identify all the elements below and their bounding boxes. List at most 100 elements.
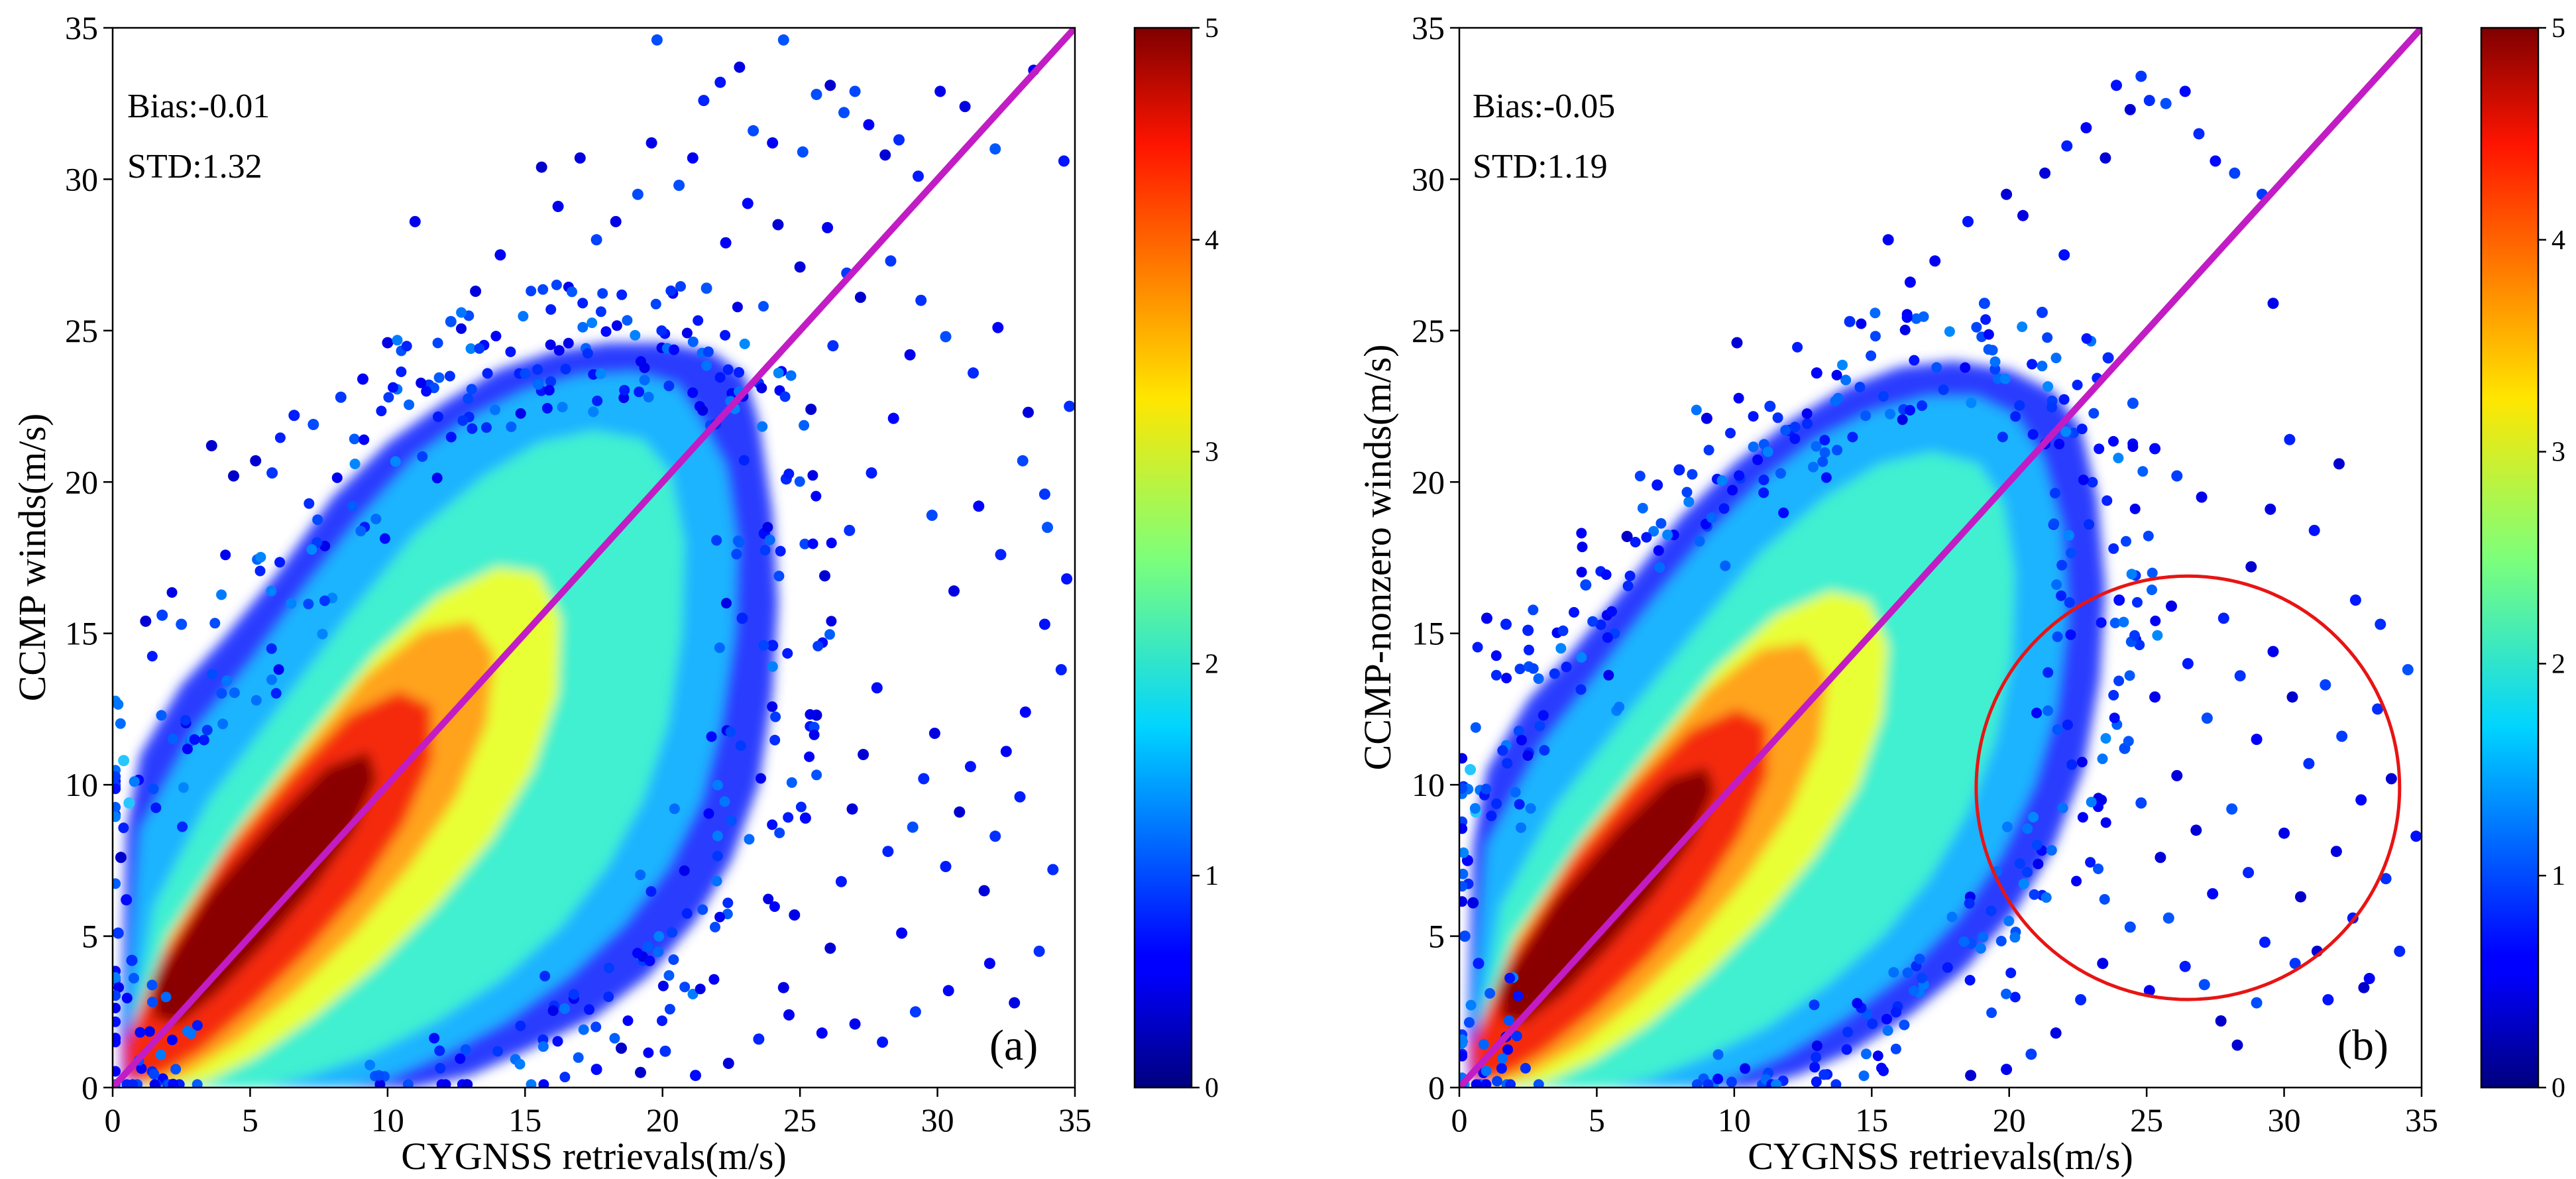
fringe-point — [1637, 502, 1648, 514]
fringe-point — [826, 616, 837, 627]
fringe-point — [1740, 1063, 1751, 1074]
fringe-point — [618, 392, 630, 404]
x-tick-label: 30 — [2268, 1101, 2301, 1139]
fringe-point — [2014, 400, 2025, 411]
fringe-point — [2017, 321, 2028, 333]
fringe-point — [2087, 477, 2098, 488]
fringe-point — [735, 740, 746, 752]
fringe-point — [466, 384, 477, 395]
outlier-point — [885, 255, 897, 267]
fringe-point — [376, 406, 387, 417]
fringe-point — [254, 565, 266, 577]
fringe-point — [721, 598, 732, 609]
outlier-point — [2001, 1064, 2013, 1076]
fringe-point — [518, 311, 529, 322]
fringe-point — [1995, 936, 2007, 946]
fringe-point — [632, 948, 643, 959]
fringe-point — [2088, 408, 2100, 419]
outlier-point — [1042, 522, 1053, 533]
fringe-point — [481, 422, 492, 433]
outlier-point — [968, 367, 979, 379]
fringe-point — [1830, 396, 1841, 407]
fringe-point — [720, 329, 731, 341]
x-tick-label: 35 — [2405, 1101, 2438, 1139]
fringe-point — [642, 941, 653, 952]
fringe-point — [274, 432, 286, 443]
outlier-point — [2143, 985, 2155, 997]
fringe-point — [135, 1027, 146, 1038]
fringe-point — [1772, 412, 1783, 423]
outlier-point — [907, 821, 919, 833]
x-tick-label: 20 — [1993, 1101, 2026, 1139]
fringe-point — [186, 1028, 197, 1039]
fringe-point — [708, 974, 720, 985]
fringe-point — [1648, 526, 1659, 537]
plot-area-a — [113, 28, 1075, 1088]
fringe-point — [1971, 321, 1982, 333]
fringe-point — [255, 551, 266, 563]
fringe-point — [1877, 391, 1889, 402]
outlier-point — [2363, 973, 2375, 984]
fringe-point — [1602, 632, 1613, 643]
outlier-point — [250, 455, 262, 467]
fringe-point — [1481, 783, 1492, 795]
fringe-point — [2072, 379, 2083, 390]
fringe-point — [553, 345, 565, 356]
outlier-point — [777, 982, 789, 993]
fringe-point — [687, 387, 699, 398]
outlier-point — [1055, 664, 1067, 675]
fringe-point — [603, 991, 614, 1002]
fringe-point — [217, 718, 229, 730]
fringe-point — [1683, 496, 1695, 508]
fringe-point — [168, 1078, 179, 1088]
fringe-point — [711, 535, 722, 546]
fringe-point — [587, 317, 598, 329]
fringe-point — [1725, 427, 1736, 439]
fringe-point — [2109, 618, 2121, 628]
outlier-point — [205, 440, 217, 451]
outlier-point — [2102, 352, 2114, 364]
fringe-point — [1866, 350, 1877, 361]
fringe-point — [701, 360, 712, 371]
fringe-point — [1534, 720, 1545, 732]
x-axis-ticks-a: 0 5 10 15 20 25 30 35 — [105, 1088, 1092, 1139]
x-tick-label: 15 — [1855, 1101, 1888, 1139]
fringe-point — [526, 1079, 537, 1088]
panel-label-a: (a) — [989, 1021, 1038, 1070]
fringe-point — [1888, 967, 1899, 978]
fringe-point — [1980, 314, 1991, 325]
fringe-point — [1808, 461, 1819, 473]
fringe-point — [347, 500, 358, 512]
fringe-point — [2134, 640, 2145, 651]
x-tick-label: 0 — [1451, 1101, 1468, 1139]
outlier-point — [687, 152, 699, 164]
fringe-point — [1703, 1079, 1714, 1088]
outlier-point — [2333, 458, 2345, 470]
fringe-point — [192, 1020, 203, 1031]
y-tick-label: 35 — [1412, 9, 1445, 46]
outlier-point — [2303, 758, 2315, 769]
fringe-point — [229, 687, 240, 699]
fringe-point — [150, 802, 162, 813]
fringe-point — [304, 498, 315, 509]
fringe-point — [2127, 441, 2139, 452]
y-tick-label: 35 — [65, 9, 98, 46]
outlier-point — [2410, 830, 2422, 842]
fringe-point — [1459, 896, 1468, 907]
outlier-point — [357, 373, 368, 385]
fringe-point — [2052, 631, 2063, 642]
fringe-point — [595, 306, 606, 317]
fringe-point — [1484, 987, 1496, 999]
outlier-point — [2143, 95, 2155, 107]
fringe-point — [359, 434, 370, 445]
fringe-point — [383, 392, 394, 403]
fringe-point — [552, 1036, 563, 1047]
fringe-point — [739, 338, 750, 349]
fringe-point — [396, 366, 407, 377]
fringe-point — [1520, 1062, 1531, 1074]
fringe-point — [1634, 471, 1646, 482]
fringe-point — [1856, 318, 1867, 329]
outlier-point — [2171, 470, 2183, 482]
fringe-point — [331, 472, 343, 483]
